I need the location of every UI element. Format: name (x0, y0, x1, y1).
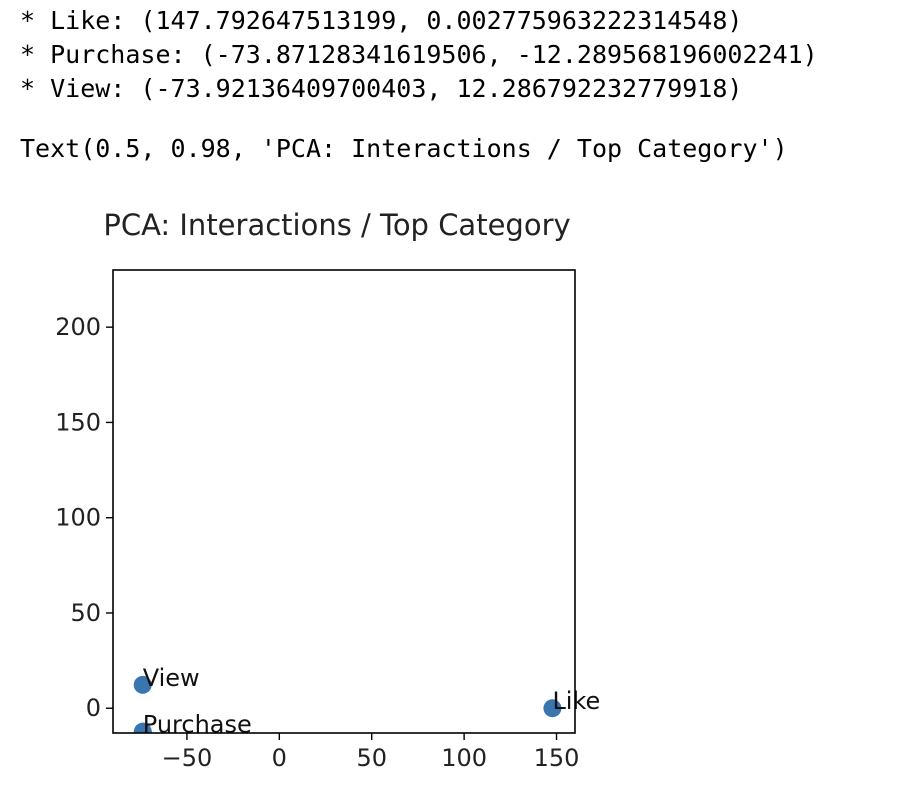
point-purchase (133, 722, 152, 733)
y-tick-label: 200 (55, 313, 101, 341)
point-label-like: Like (552, 687, 600, 715)
output-line-like: * Like: (147.792647513199, 0.00277596322… (20, 6, 743, 35)
point-view (133, 675, 152, 694)
y-tick-label: 50 (70, 599, 101, 627)
point-label-view: View (143, 664, 200, 692)
point-like (543, 699, 562, 718)
output-repr: Text(0.5, 0.98, 'PCA: Interactions / Top… (20, 134, 788, 163)
x-tick-label: −50 (162, 744, 213, 772)
x-tick-label: 150 (534, 744, 580, 772)
x-tick-label: 50 (356, 744, 387, 772)
y-tick-label: 150 (55, 408, 101, 436)
x-tick-label: 100 (441, 744, 487, 772)
output-line-purchase: * Purchase: (-73.87128341619506, -12.289… (20, 40, 818, 69)
point-label-purchase: Purchase (143, 711, 252, 739)
y-tick-label: 0 (86, 694, 101, 722)
chart-title: PCA: Interactions / Top Category (103, 208, 570, 242)
x-tick-label: 0 (272, 744, 287, 772)
y-tick-label: 100 (55, 504, 101, 532)
plot-frame (112, 269, 576, 734)
output-line-view: * View: (-73.92136409700403, 12.28679223… (20, 74, 743, 103)
